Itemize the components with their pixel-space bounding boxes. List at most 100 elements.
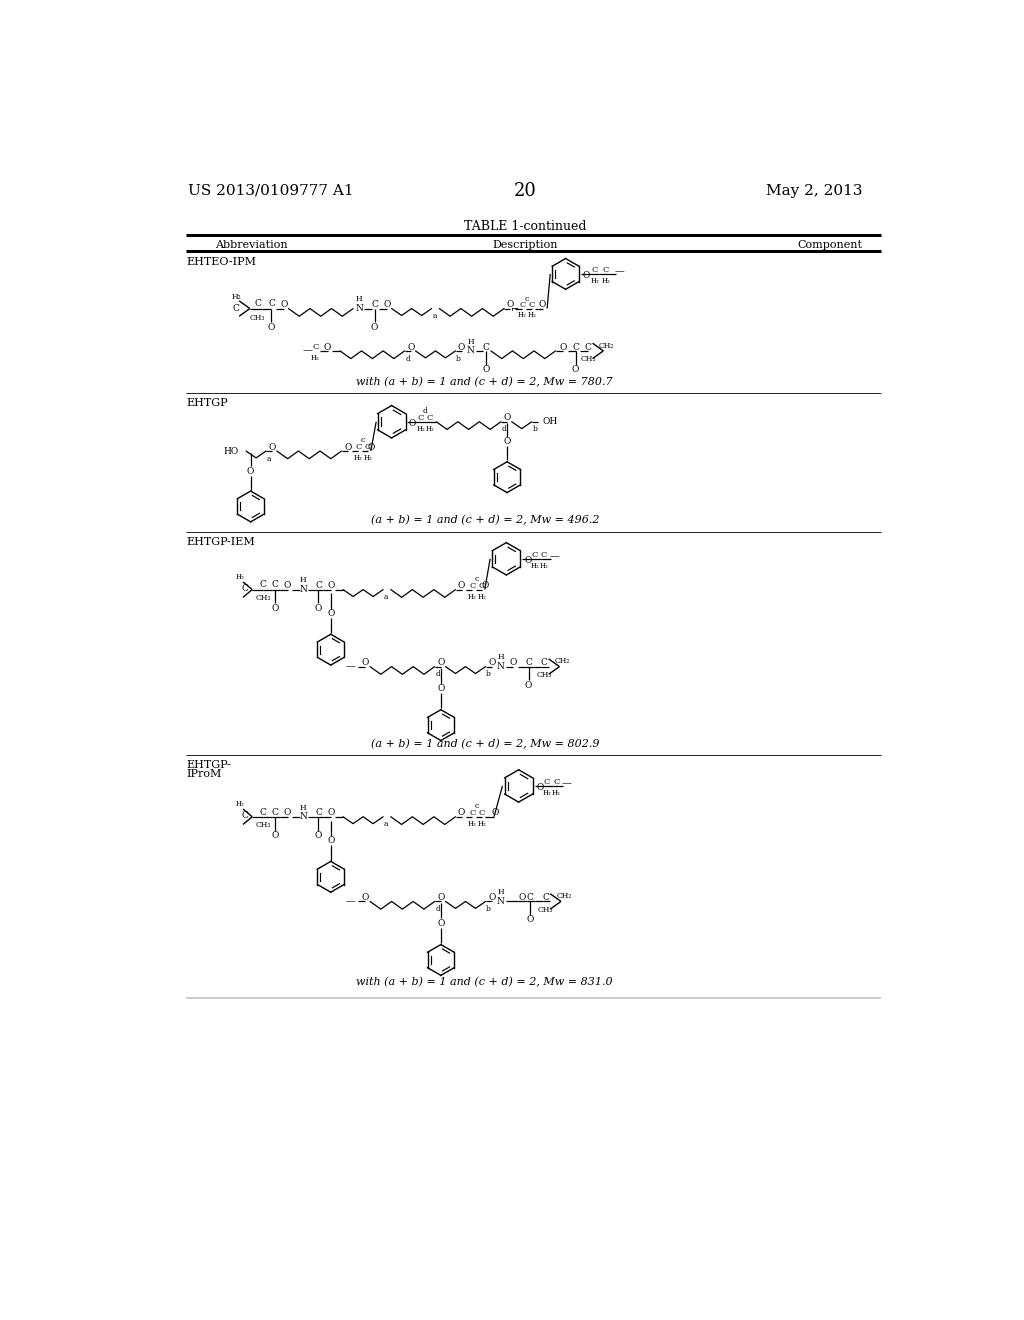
Text: a: a — [384, 593, 388, 602]
Text: O: O — [437, 894, 444, 902]
Text: C: C — [541, 550, 547, 558]
Text: H₂: H₂ — [426, 425, 434, 433]
Text: H: H — [356, 296, 362, 304]
Text: C: C — [315, 581, 322, 590]
Text: c: c — [475, 803, 479, 810]
Text: —: — — [345, 898, 355, 906]
Text: CH₂: CH₂ — [555, 657, 570, 665]
Text: H₂: H₂ — [354, 454, 362, 462]
Text: b: b — [456, 355, 461, 363]
Text: C: C — [272, 808, 279, 817]
Text: d: d — [502, 425, 507, 433]
Text: C: C — [531, 550, 538, 558]
Text: —: — — [561, 779, 571, 788]
Text: O: O — [504, 437, 511, 446]
Text: O: O — [314, 830, 323, 840]
Text: O: O — [559, 343, 567, 351]
Text: H₂: H₂ — [231, 293, 241, 301]
Text: O: O — [327, 808, 335, 817]
Text: O: O — [437, 919, 444, 928]
Text: O: O — [525, 681, 532, 689]
Text: O: O — [572, 364, 580, 374]
Text: O: O — [481, 581, 488, 590]
Text: H: H — [300, 804, 306, 812]
Text: O: O — [482, 364, 490, 374]
Text: C: C — [528, 301, 535, 309]
Text: C: C — [483, 343, 489, 351]
Text: C: C — [544, 777, 550, 787]
Text: O: O — [268, 322, 275, 331]
Text: c: c — [525, 296, 529, 304]
Text: O: O — [271, 603, 279, 612]
Text: O: O — [314, 603, 323, 612]
Text: O: O — [510, 659, 517, 667]
Text: H₂: H₂ — [468, 593, 477, 601]
Text: b: b — [532, 425, 538, 433]
Text: C: C — [418, 414, 424, 422]
Text: (a + b) = 1 and (c + d) = 2, Mw = 802.9: (a + b) = 1 and (c + d) = 2, Mw = 802.9 — [371, 738, 599, 748]
Text: O: O — [458, 343, 465, 351]
Text: N: N — [467, 346, 475, 355]
Text: EHTGP-IEM: EHTGP-IEM — [186, 537, 255, 546]
Text: H: H — [498, 888, 504, 896]
Text: H₂: H₂ — [236, 573, 245, 581]
Text: O: O — [271, 830, 279, 840]
Text: C: C — [469, 809, 475, 817]
Text: O: O — [371, 322, 378, 331]
Text: H₂: H₂ — [468, 820, 477, 828]
Text: CH₃: CH₃ — [581, 355, 596, 363]
Text: O: O — [519, 894, 526, 902]
Text: O: O — [458, 808, 465, 817]
Text: ⌐: ⌐ — [511, 304, 519, 313]
Text: IProM: IProM — [186, 770, 221, 779]
Text: C: C — [541, 659, 548, 667]
Text: CH₃: CH₃ — [250, 314, 265, 322]
Text: d: d — [435, 671, 440, 678]
Text: O: O — [361, 659, 369, 667]
Text: C: C — [526, 894, 534, 902]
Text: Component: Component — [797, 240, 862, 249]
Text: EHTGP-: EHTGP- — [186, 760, 230, 770]
Text: C: C — [585, 343, 592, 351]
Text: N: N — [299, 585, 307, 594]
Text: O: O — [437, 659, 444, 667]
Text: C: C — [312, 343, 318, 351]
Text: O: O — [504, 413, 511, 422]
Text: a: a — [432, 313, 437, 321]
Text: C: C — [254, 300, 261, 309]
Text: C: C — [542, 894, 549, 902]
Text: C: C — [372, 300, 378, 309]
Text: O: O — [408, 343, 415, 351]
Text: N: N — [299, 812, 307, 821]
Text: O: O — [344, 442, 351, 451]
Text: C: C — [259, 581, 266, 590]
Text: O: O — [539, 300, 546, 309]
Text: O: O — [583, 271, 590, 280]
Text: N: N — [497, 898, 505, 906]
Text: O: O — [492, 808, 500, 817]
Text: N: N — [355, 304, 364, 313]
Text: CH₂: CH₂ — [599, 342, 614, 350]
Text: H₂: H₂ — [527, 312, 537, 319]
Text: EHTGP: EHTGP — [186, 399, 227, 408]
Text: H₂: H₂ — [540, 562, 549, 570]
Text: d: d — [406, 355, 411, 363]
Text: N: N — [497, 663, 505, 671]
Text: a: a — [267, 454, 271, 463]
Text: (a + b) = 1 and (c + d) = 2, Mw = 496.2: (a + b) = 1 and (c + d) = 2, Mw = 496.2 — [371, 515, 599, 525]
Text: O: O — [507, 300, 514, 309]
Text: C: C — [525, 659, 532, 667]
Text: H: H — [468, 338, 474, 346]
Text: US 2013/0109777 A1: US 2013/0109777 A1 — [188, 183, 354, 198]
Text: O: O — [281, 300, 288, 309]
Text: O: O — [268, 442, 275, 451]
Text: O: O — [247, 466, 254, 475]
Text: C: C — [478, 582, 485, 590]
Text: C: C — [241, 812, 248, 821]
Text: H₂: H₂ — [477, 820, 486, 828]
Text: C: C — [553, 777, 559, 787]
Text: H: H — [300, 577, 306, 585]
Text: H₂: H₂ — [543, 789, 552, 797]
Text: O: O — [284, 808, 291, 817]
Text: —: — — [549, 552, 559, 561]
